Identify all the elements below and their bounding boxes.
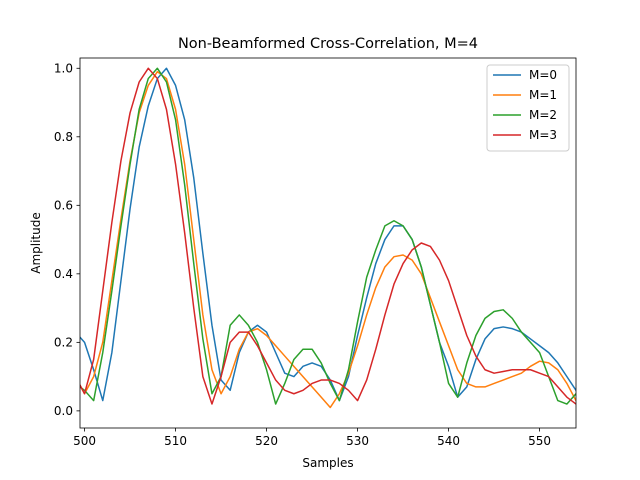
y-tick-label: 0.2 xyxy=(54,335,73,349)
series-line-m-2 xyxy=(80,67,576,405)
y-axis-label: Amplitude xyxy=(29,212,43,274)
x-axis: 500 510 520 530 540 550 xyxy=(73,428,551,448)
legend: M=0 M=1 M=2 M=3 xyxy=(486,64,570,152)
x-axis-label: Samples xyxy=(302,456,353,470)
chart-title: Non-Beamformed Cross-Correlation, M=4 xyxy=(178,36,478,52)
series-line-m-3 xyxy=(80,67,576,405)
y-tick-label: 1.0 xyxy=(54,61,73,75)
x-tick-label: 500 xyxy=(73,434,96,448)
x-tick-label: 540 xyxy=(437,434,460,448)
y-tick-label: 0.4 xyxy=(54,267,73,281)
x-tick-label: 510 xyxy=(164,434,187,448)
legend-label: M=2 xyxy=(529,108,557,122)
x-tick-label: 550 xyxy=(528,434,551,448)
x-tick-label: 520 xyxy=(255,434,278,448)
y-tick-label: 0.6 xyxy=(54,198,73,212)
plot-frame xyxy=(79,57,577,429)
y-tick-label: 0.8 xyxy=(54,130,73,144)
legend-box xyxy=(486,64,570,152)
legend-label: M=3 xyxy=(529,128,557,142)
legend-label: M=0 xyxy=(529,68,557,82)
y-axis: 0.0 0.2 0.4 0.6 0.8 1.0 xyxy=(54,61,80,418)
x-tick-label: 530 xyxy=(346,434,369,448)
series-layer xyxy=(80,67,576,409)
y-tick-label: 0.0 xyxy=(54,404,73,418)
legend-label: M=1 xyxy=(529,88,557,102)
